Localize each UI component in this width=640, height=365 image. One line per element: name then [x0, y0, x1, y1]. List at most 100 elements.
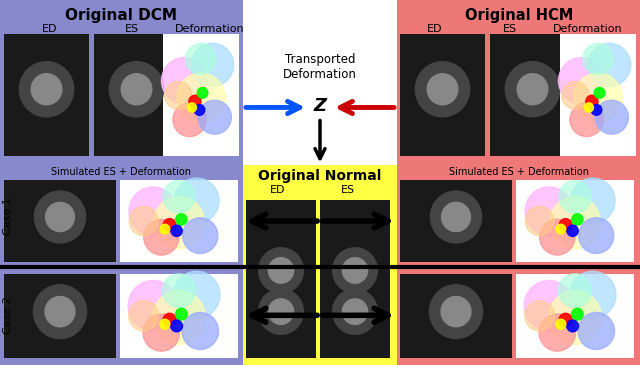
Circle shape [428, 74, 458, 105]
Bar [516, 180, 634, 262]
Circle shape [197, 88, 208, 98]
Text: ED: ED [270, 185, 285, 195]
Circle shape [525, 301, 554, 331]
Circle shape [188, 103, 196, 112]
Circle shape [35, 191, 86, 243]
Circle shape [154, 197, 205, 249]
Circle shape [164, 81, 192, 109]
Circle shape [129, 207, 158, 236]
Circle shape [442, 202, 470, 231]
Circle shape [259, 248, 303, 293]
Text: ES: ES [341, 185, 355, 195]
Circle shape [570, 271, 616, 318]
Bar [320, 200, 390, 357]
Circle shape [579, 218, 614, 253]
Circle shape [109, 62, 164, 117]
Circle shape [186, 43, 216, 74]
Text: Deformation: Deformation [175, 24, 245, 34]
Circle shape [333, 248, 378, 293]
Circle shape [259, 289, 303, 334]
Circle shape [430, 191, 482, 243]
Circle shape [524, 280, 574, 331]
Circle shape [556, 319, 566, 329]
Bar [243, 267, 397, 365]
Circle shape [129, 187, 177, 236]
Bar [0, 267, 243, 365]
Circle shape [31, 74, 62, 105]
Circle shape [570, 103, 604, 137]
Bar [246, 274, 316, 358]
Bar [400, 274, 512, 358]
Circle shape [171, 225, 182, 237]
Circle shape [559, 180, 591, 213]
Bar [397, 0, 640, 165]
Bar [490, 34, 575, 156]
Bar [0, 0, 243, 165]
Bar [94, 34, 179, 156]
Circle shape [594, 88, 605, 98]
Circle shape [429, 285, 483, 339]
Circle shape [173, 103, 206, 137]
Circle shape [570, 178, 615, 223]
Circle shape [160, 224, 170, 234]
Circle shape [163, 180, 195, 213]
Circle shape [588, 43, 630, 87]
Bar [4, 34, 89, 156]
Circle shape [540, 219, 575, 255]
Circle shape [558, 274, 591, 307]
Circle shape [129, 301, 159, 331]
Text: Z: Z [314, 97, 326, 115]
Circle shape [525, 187, 573, 236]
Circle shape [45, 202, 74, 231]
Circle shape [584, 103, 593, 112]
Circle shape [174, 178, 219, 223]
Bar [4, 180, 116, 262]
Bar [120, 274, 238, 358]
Circle shape [333, 289, 378, 334]
Circle shape [152, 291, 205, 345]
Circle shape [182, 218, 218, 253]
Circle shape [549, 197, 600, 249]
Circle shape [161, 58, 207, 104]
Bar [0, 165, 243, 267]
Circle shape [586, 95, 598, 108]
Circle shape [559, 313, 572, 327]
Text: ED: ED [42, 24, 58, 34]
Circle shape [268, 299, 294, 324]
Bar [516, 274, 634, 358]
Bar [397, 165, 640, 267]
Circle shape [342, 258, 367, 283]
Text: ES: ES [503, 24, 517, 34]
Circle shape [163, 274, 196, 307]
Circle shape [189, 95, 201, 108]
Circle shape [191, 43, 234, 87]
Bar [400, 34, 485, 156]
Text: Simulated ES + Deformation: Simulated ES + Deformation [449, 167, 589, 177]
Text: Case 2: Case 2 [3, 296, 13, 334]
Circle shape [517, 74, 548, 105]
Circle shape [559, 219, 572, 231]
Bar [120, 180, 238, 262]
Circle shape [176, 214, 187, 225]
Text: ED: ED [428, 24, 443, 34]
Bar [320, 274, 390, 358]
Circle shape [583, 43, 613, 74]
Circle shape [561, 81, 589, 109]
Text: Original HCM: Original HCM [465, 8, 573, 23]
Circle shape [567, 225, 579, 237]
Circle shape [33, 285, 86, 339]
Bar [560, 34, 636, 156]
Circle shape [45, 296, 75, 327]
Circle shape [173, 271, 220, 318]
Circle shape [160, 319, 170, 329]
Circle shape [163, 313, 176, 327]
Circle shape [506, 62, 560, 117]
Circle shape [441, 296, 471, 327]
Circle shape [144, 219, 179, 255]
Circle shape [19, 62, 74, 117]
Circle shape [175, 308, 187, 320]
Circle shape [171, 320, 182, 332]
Text: Simulated ES + Deformation: Simulated ES + Deformation [51, 167, 191, 177]
Circle shape [194, 104, 205, 115]
Bar [246, 200, 316, 357]
